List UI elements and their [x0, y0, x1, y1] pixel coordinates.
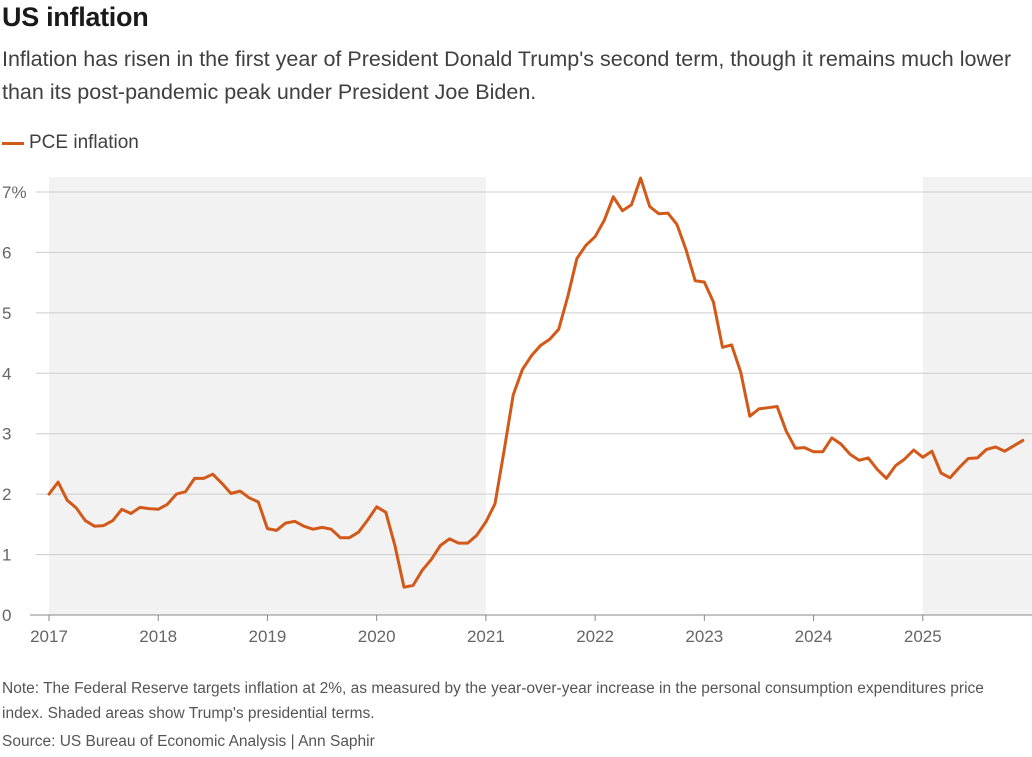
chart-source: Source: US Bureau of Economic Analysis |…	[2, 733, 375, 750]
chart-note: Note: The Federal Reserve targets inflat…	[2, 680, 984, 722]
y-tick-label-0: 0	[2, 606, 11, 625]
y-tick-label-5: 5	[2, 304, 11, 323]
y-tick-label-4: 4	[2, 364, 11, 383]
chart-subtitle: Inflation has risen in the first year of…	[2, 47, 1012, 104]
x-tick-label-0: 2017	[30, 627, 68, 646]
legend-label: PCE inflation	[29, 132, 139, 153]
x-tick-label-8: 2025	[904, 627, 942, 646]
line-chart: 0 1 2 3 4 5 6 7% 2017 2018 2019 2020 2021 2022 2023 202…	[2, 176, 1032, 646]
y-tick-label-7: 7%	[2, 183, 27, 202]
y-tick-label-3: 3	[2, 425, 11, 444]
legend: PCE inflation	[2, 132, 139, 154]
y-tick-label-6: 6	[2, 243, 11, 262]
shaded-term-0	[49, 177, 486, 615]
x-tick-label-5: 2022	[576, 627, 614, 646]
x-tick-label-4: 2021	[467, 627, 505, 646]
shaded-term-1	[922, 177, 1032, 615]
y-tick-label-2: 2	[2, 485, 11, 504]
x-tick-label-7: 2024	[795, 627, 833, 646]
series-line-pce-inflation	[47, 176, 1025, 589]
legend-line-swatch	[2, 141, 24, 145]
y-tick-label-1: 1	[2, 546, 11, 565]
x-tick-label-2: 2019	[249, 627, 287, 646]
x-tick-label-1: 2018	[139, 627, 177, 646]
x-tick-label-3: 2020	[358, 627, 396, 646]
x-tick-label-6: 2023	[685, 627, 723, 646]
chart-title: US inflation	[2, 2, 149, 32]
